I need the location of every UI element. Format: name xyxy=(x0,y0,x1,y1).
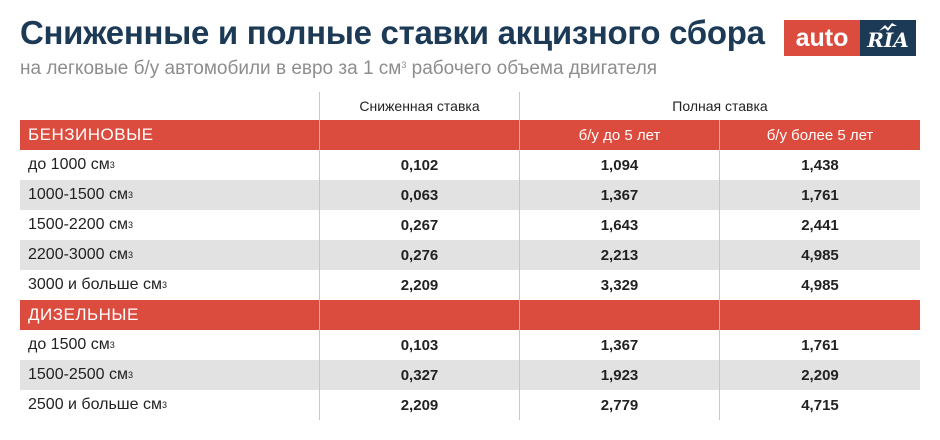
engine-volume-label: 1000-1500 см xyxy=(28,186,128,203)
full-rate-over5-value: 1,761 xyxy=(719,330,920,360)
subtitle-text-end: рабочего объема двигателя xyxy=(406,58,658,79)
reduced-rate-value: 0,103 xyxy=(319,330,519,360)
engine-volume-label: до 1500 см xyxy=(28,336,110,353)
engine-volume-label: 3000 и больше см xyxy=(28,276,162,293)
reduced-rate-value: 0,267 xyxy=(319,210,519,240)
reduced-rate-value: 0,276 xyxy=(319,240,519,270)
full-rate-over5-value: 4,985 xyxy=(719,240,920,270)
table-row: до 1000 см 3 0,102 1,094 1,438 xyxy=(20,150,920,180)
header-empty-cell xyxy=(20,92,319,120)
reduced-rate-value: 0,102 xyxy=(319,150,519,180)
excise-rates-table: Сниженная ставка Полная ставка БЕНЗИНОВЫ… xyxy=(20,92,920,420)
full-rate-over5-value: 4,715 xyxy=(719,390,920,420)
engine-volume-cell: до 1000 см 3 xyxy=(20,150,319,180)
engine-volume-cell: до 1500 см 3 xyxy=(20,330,319,360)
reduced-rate-value: 2,209 xyxy=(319,270,519,300)
engine-volume-cell: 2500 и больше см 3 xyxy=(20,390,319,420)
full-rate-upto5-value: 2,213 xyxy=(519,240,719,270)
full-rate-upto5-value: 1,367 xyxy=(519,330,719,360)
table-row: 1500-2500 см 3 0,327 1,923 2,209 xyxy=(20,360,920,390)
section-col-upto5 xyxy=(519,300,719,330)
engine-volume-superscript: 3 xyxy=(161,280,167,290)
section-header-row: ДИЗЕЛЬНЫЕ xyxy=(20,300,920,330)
engine-volume-superscript: 3 xyxy=(109,160,115,170)
engine-volume-superscript: 3 xyxy=(161,400,167,410)
engine-volume-label: 2500 и больше см xyxy=(28,396,162,413)
section-empty-cell xyxy=(319,300,519,330)
subtitle-text: на легковые б/у автомобили в евро за 1 с… xyxy=(20,58,402,79)
engine-volume-label: 1500-2500 см xyxy=(28,366,128,383)
table-row: 2200-3000 см 3 0,276 2,213 4,985 xyxy=(20,240,920,270)
bird-icon xyxy=(879,23,897,31)
full-rate-upto5-value: 1,643 xyxy=(519,210,719,240)
table-body: БЕНЗИНОВЫЕ б/у до 5 лет б/у более 5 лет до … xyxy=(20,120,920,420)
full-rate-over5-value: 2,441 xyxy=(719,210,920,240)
engine-volume-superscript: 3 xyxy=(127,220,133,230)
table-row: до 1500 см 3 0,103 1,367 1,761 xyxy=(20,330,920,360)
engine-volume-label: 1500-2200 см xyxy=(28,216,128,233)
full-rate-over5-value: 4,985 xyxy=(719,270,920,300)
full-rate-upto5-value: 2,779 xyxy=(519,390,719,420)
section-name: ДИЗЕЛЬНЫЕ xyxy=(28,305,139,324)
section-col-upto5: б/у до 5 лет xyxy=(519,120,719,150)
page-subtitle: на легковые б/у автомобили в евро за 1 с… xyxy=(20,58,657,80)
engine-volume-cell: 2200-3000 см 3 xyxy=(20,240,319,270)
section-empty-cell xyxy=(319,120,519,150)
logo-auto-text: auto xyxy=(784,20,860,56)
engine-volume-superscript: 3 xyxy=(127,370,133,380)
header-reduced-rate: Сниженная ставка xyxy=(319,92,519,120)
engine-volume-cell: 1000-1500 см 3 xyxy=(20,180,319,210)
table-row: 1500-2200 см 3 0,267 1,643 2,441 xyxy=(20,210,920,240)
autoria-logo[interactable]: auto RIA xyxy=(784,20,916,56)
logo-ria-block: RIA xyxy=(860,20,916,56)
full-rate-over5-value: 1,761 xyxy=(719,180,920,210)
table-header-row: Сниженная ставка Полная ставка xyxy=(20,92,920,120)
section-col-over5 xyxy=(719,300,920,330)
header-full-rate: Полная ставка xyxy=(519,92,920,120)
full-rate-upto5-value: 3,329 xyxy=(519,270,719,300)
logo-ria-text: RIA xyxy=(867,28,909,52)
engine-volume-cell: 3000 и больше см 3 xyxy=(20,270,319,300)
engine-volume-label: до 1000 см xyxy=(28,156,110,173)
section-col-over5: б/у более 5 лет xyxy=(719,120,920,150)
engine-volume-cell: 1500-2500 см 3 xyxy=(20,360,319,390)
engine-volume-superscript: 3 xyxy=(127,190,133,200)
full-rate-upto5-value: 1,094 xyxy=(519,150,719,180)
engine-volume-label: 2200-3000 см xyxy=(28,246,128,263)
subtitle-superscript: 3 xyxy=(401,60,407,70)
engine-volume-cell: 1500-2200 см 3 xyxy=(20,210,319,240)
section-name: БЕНЗИНОВЫЕ xyxy=(28,125,154,144)
engine-volume-superscript: 3 xyxy=(127,250,133,260)
table-row: 3000 и больше см 3 2,209 3,329 4,985 xyxy=(20,270,920,300)
full-rate-over5-value: 2,209 xyxy=(719,360,920,390)
reduced-rate-value: 0,327 xyxy=(319,360,519,390)
reduced-rate-value: 2,209 xyxy=(319,390,519,420)
reduced-rate-value: 0,063 xyxy=(319,180,519,210)
page-title: Сниженные и полные ставки акцизного сбор… xyxy=(20,14,765,51)
table-row: 1000-1500 см 3 0,063 1,367 1,761 xyxy=(20,180,920,210)
engine-volume-superscript: 3 xyxy=(109,340,115,350)
full-rate-upto5-value: 1,367 xyxy=(519,180,719,210)
table-row: 2500 и больше см 3 2,209 2,779 4,715 xyxy=(20,390,920,420)
section-header-row: БЕНЗИНОВЫЕ б/у до 5 лет б/у более 5 лет xyxy=(20,120,920,150)
full-rate-over5-value: 1,438 xyxy=(719,150,920,180)
full-rate-upto5-value: 1,923 xyxy=(519,360,719,390)
